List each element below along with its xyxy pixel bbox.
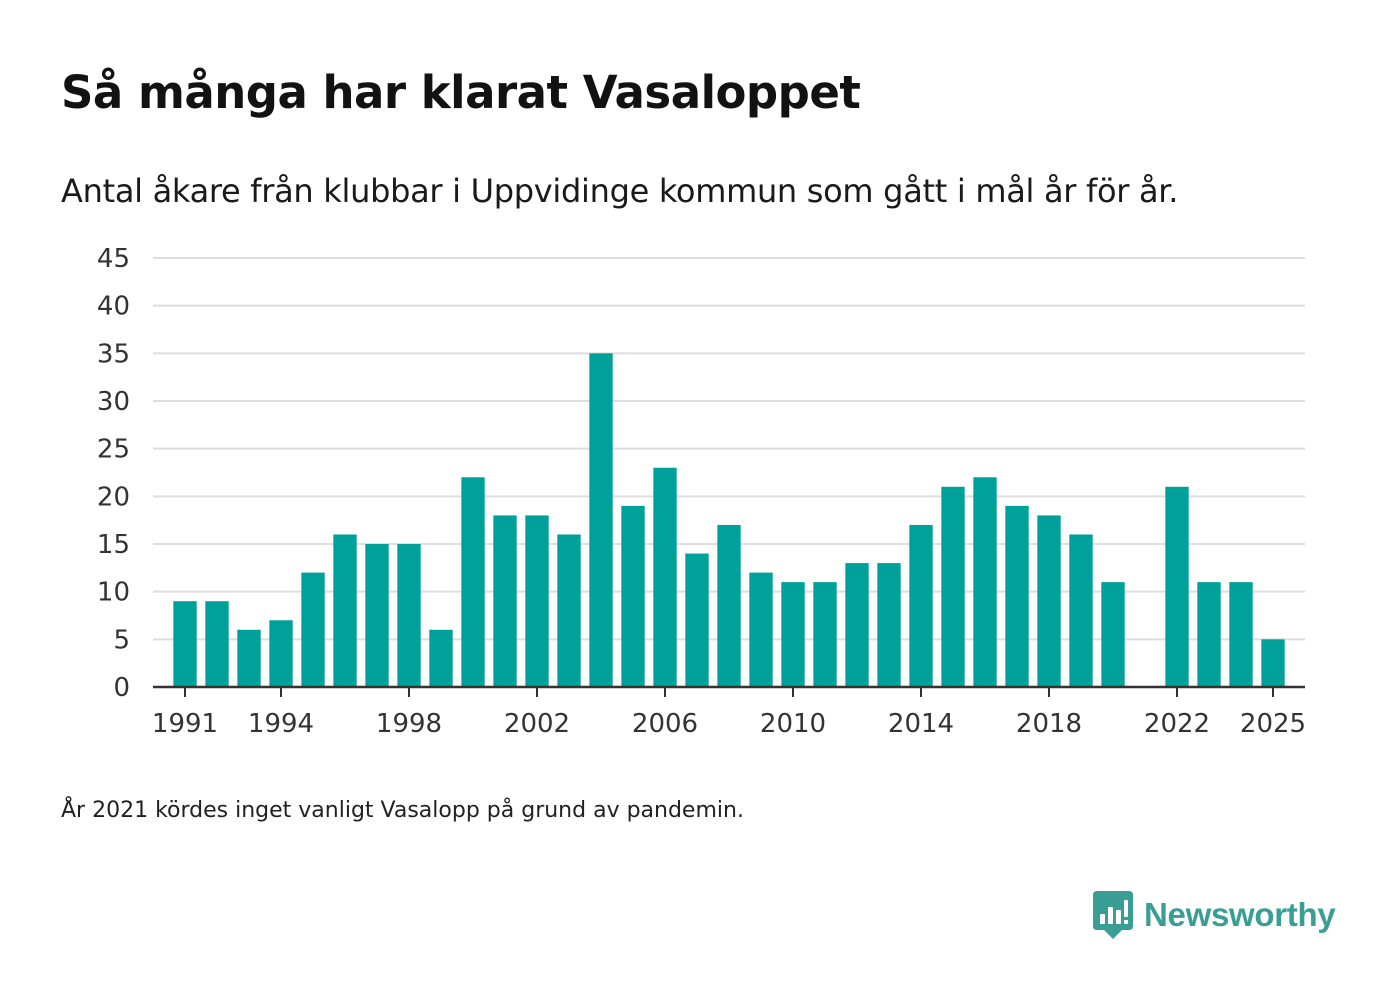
bar-2019 (1069, 534, 1093, 687)
y-axis-tick-labels: 0 5 10 15 20 25 30 35 40 45 (97, 244, 130, 703)
bar-2012 (845, 563, 869, 687)
x-tick-label: 2014 (888, 709, 954, 739)
x-tick-label: 1998 (376, 709, 442, 739)
bar-2013 (877, 563, 901, 687)
bar-2011 (813, 582, 837, 687)
y-tick-label: 30 (97, 387, 130, 417)
bar-1994 (269, 620, 293, 687)
bar-2008 (717, 524, 741, 687)
x-tick-label: 2006 (632, 709, 698, 739)
bar-2025 (1261, 639, 1285, 687)
newsworthy-logo-icon (1093, 891, 1133, 939)
bar-1999 (429, 629, 453, 687)
y-tick-label: 25 (97, 435, 130, 465)
footnote: År 2021 kördes inget vanligt Vasalopp på… (61, 798, 744, 823)
bar-2000 (461, 477, 485, 687)
chart-title: Så många har klarat Vasaloppet (61, 66, 861, 119)
bar-2017 (1005, 505, 1029, 687)
brand-name: Newsworthy (1144, 896, 1336, 933)
x-tick-label: 1994 (248, 709, 314, 739)
y-tick-label: 20 (97, 482, 130, 512)
bar-2024 (1229, 582, 1253, 687)
bar-2007 (685, 553, 709, 687)
bar-2014 (909, 524, 933, 687)
bar-1992 (205, 601, 229, 687)
bar-1997 (365, 544, 389, 687)
x-tick-label: 2002 (504, 709, 570, 739)
newsworthy-brand[interactable]: Newsworthy (1092, 890, 1336, 940)
x-tick-label: 1991 (152, 709, 218, 739)
bar-2009 (749, 572, 773, 687)
bar-2004 (589, 353, 613, 687)
y-tick-label: 5 (113, 625, 130, 655)
y-tick-label: 15 (97, 530, 130, 560)
x-tick-label: 2018 (1016, 709, 1082, 739)
x-tick-label: 2010 (760, 709, 826, 739)
y-tick-label: 10 (97, 578, 130, 608)
bars (173, 353, 1285, 687)
bar-1991 (173, 601, 197, 687)
bar-1996 (333, 534, 357, 687)
bar-2020 (1101, 582, 1125, 687)
bar-2016 (973, 477, 997, 687)
bar-1998 (397, 544, 421, 687)
bar-2002 (525, 515, 549, 687)
bar-2003 (557, 534, 581, 687)
y-tick-label: 0 (113, 673, 130, 703)
bar-2023 (1197, 582, 1221, 687)
bar-2022 (1165, 486, 1189, 687)
bar-1995 (301, 572, 325, 687)
chart-subtitle: Antal åkare från klubbar i Uppvidinge ko… (61, 172, 1179, 210)
y-tick-label: 45 (97, 244, 130, 274)
bar-2001 (493, 515, 517, 687)
bar-2005 (621, 505, 645, 687)
y-tick-label: 35 (97, 339, 130, 369)
bar-2006 (653, 467, 677, 687)
x-tick-label: 2022 (1144, 709, 1210, 739)
x-axis-ticks: 1991 1994 1998 2002 2006 2010 2014 2018 2022 2025 (152, 687, 1306, 739)
x-tick-label: 2025 (1240, 709, 1306, 739)
bar-1993 (237, 629, 261, 687)
bar-2018 (1037, 515, 1061, 687)
bar-2015 (941, 486, 965, 687)
bar-2010 (781, 582, 805, 687)
y-tick-label: 40 (97, 292, 130, 322)
